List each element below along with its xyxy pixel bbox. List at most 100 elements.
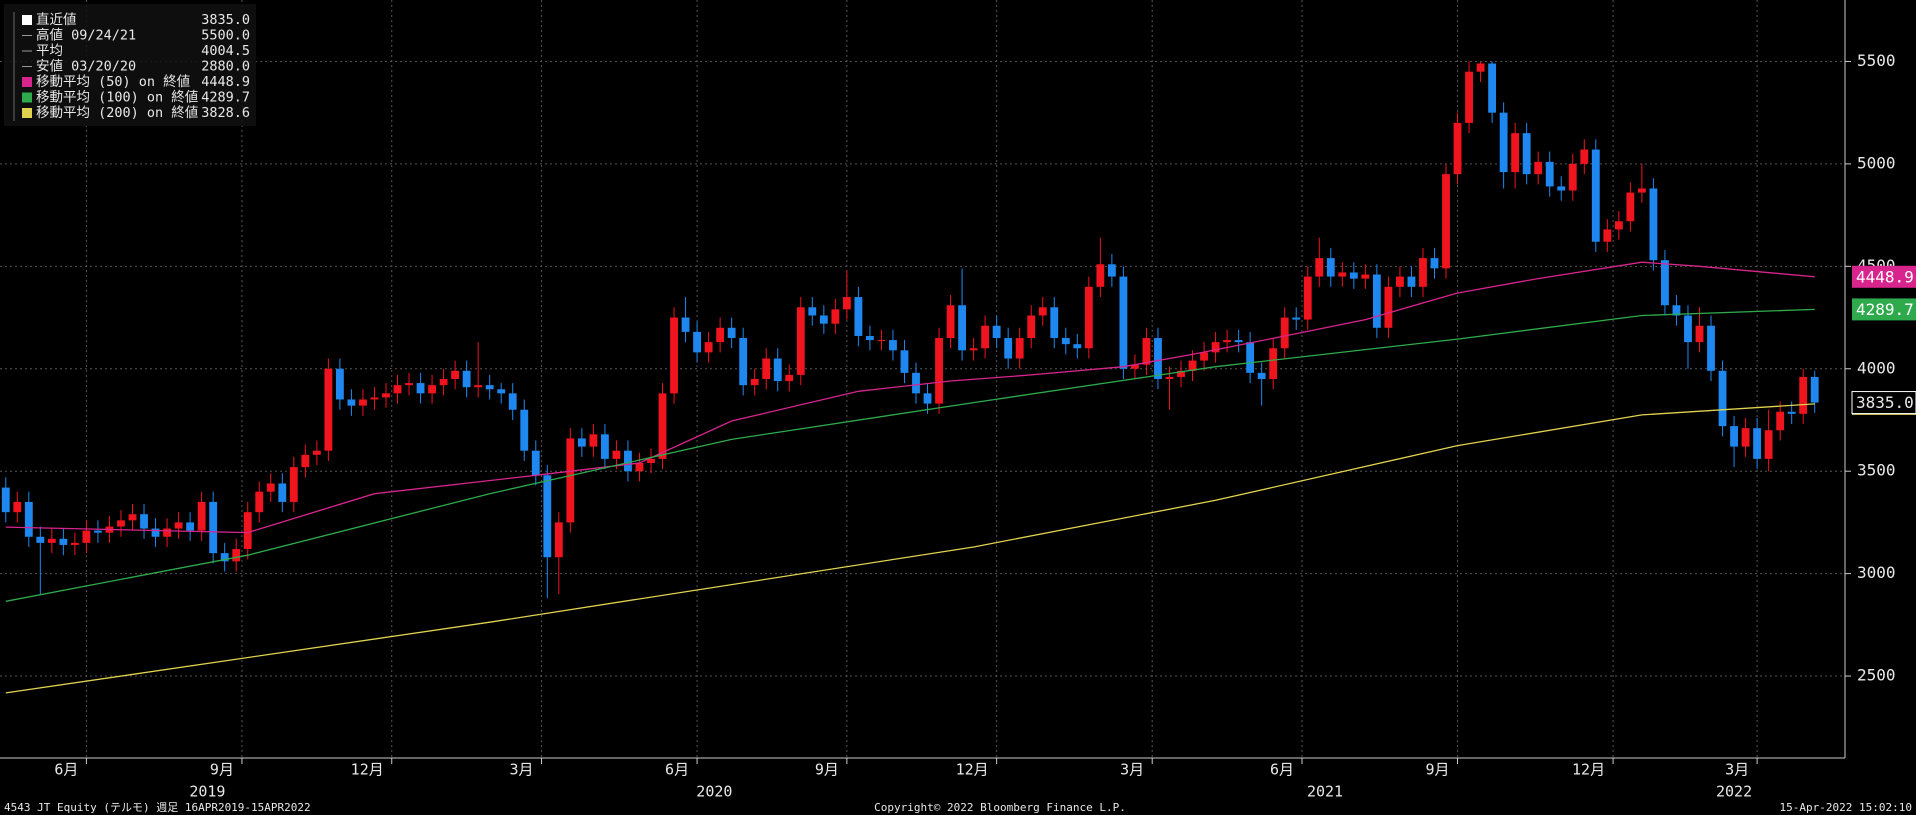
candle-body	[1073, 344, 1082, 349]
legend: 直近値 3835.0 高値 09/24/21 5500.0 平均 4004.5 安値 03/…	[13, 12, 250, 121]
y-tick-label: 5500	[1857, 51, 1896, 70]
x-tick-label: 12月	[351, 761, 384, 779]
legend-label: 移動平均 (100) on 終値	[36, 90, 198, 106]
x-tick-label: 3月	[1120, 761, 1144, 779]
candle-body	[1177, 370, 1185, 377]
candle-body	[1292, 317, 1301, 320]
candle-body	[1672, 305, 1681, 316]
candle-body	[612, 450, 621, 459]
candle-body	[1246, 342, 1255, 373]
candle-body	[1545, 161, 1554, 187]
candle-body	[1499, 112, 1508, 173]
candle-body	[1372, 274, 1381, 328]
price-badge-label: 3835.0	[1856, 393, 1914, 412]
candle-body	[842, 297, 851, 310]
candle-body	[854, 297, 863, 336]
candle-body	[1326, 258, 1335, 277]
candle-body	[1050, 307, 1059, 339]
candle-body	[209, 501, 218, 554]
candle-body	[1384, 286, 1393, 328]
legend-value: 3828.6	[201, 105, 250, 121]
candle-body	[451, 370, 460, 379]
candle-body	[981, 325, 990, 349]
candle-body	[1568, 163, 1577, 191]
candle-body	[1315, 258, 1324, 277]
candle-body	[220, 553, 229, 562]
price-badge	[1851, 391, 1916, 415]
candle-body	[1165, 376, 1174, 379]
candle-body	[1015, 338, 1024, 359]
candle-body	[1303, 276, 1312, 320]
candle-body	[1107, 264, 1116, 277]
candle-body	[382, 393, 390, 398]
candle-body	[1799, 376, 1808, 414]
x-tick-label: 6月	[665, 761, 689, 779]
candle-body	[1234, 340, 1243, 343]
candle-body	[393, 385, 402, 394]
candle-body	[693, 331, 701, 353]
candle-body	[497, 389, 506, 394]
candle-body	[1430, 258, 1439, 269]
candle-body	[347, 399, 356, 406]
legend-value: 4289.7	[201, 90, 250, 106]
candle-body	[1511, 133, 1520, 173]
x-tick-label: 9月	[815, 761, 839, 779]
candle-body	[773, 358, 782, 382]
year-label: 2019	[189, 783, 225, 801]
candle-body	[232, 549, 241, 562]
price-badge	[1852, 265, 1916, 288]
candle-body	[935, 338, 943, 404]
legend-label: 直近値	[36, 12, 77, 28]
price-badge-label: 4448.9	[1856, 267, 1914, 286]
candle-body	[969, 348, 978, 351]
candle-body	[1787, 411, 1796, 414]
candle-body	[992, 325, 1001, 339]
legend-label: 安値 03/20/20	[36, 59, 136, 75]
legend-label: 平均	[36, 43, 63, 59]
candle-body	[796, 307, 805, 375]
candle-body	[82, 530, 91, 543]
candle-body	[1142, 338, 1151, 365]
candle-body	[197, 501, 206, 531]
candle-body	[47, 538, 56, 543]
candle-body	[1465, 71, 1473, 123]
x-tick-label: 6月	[54, 761, 78, 779]
candle-body	[324, 368, 333, 451]
candle-body	[94, 530, 102, 533]
candle-body	[70, 542, 79, 545]
candle-body	[704, 342, 713, 353]
candle-body	[1741, 428, 1750, 447]
candle-body	[301, 454, 310, 468]
legend-box	[4, 4, 256, 126]
candle-body	[716, 327, 725, 343]
x-tick-label: 3月	[510, 761, 534, 779]
candle-body	[1764, 430, 1773, 459]
candle-body	[117, 520, 125, 527]
candle-body	[1684, 315, 1692, 343]
candle-body	[1269, 348, 1278, 379]
candle-body	[508, 393, 517, 410]
candle-body	[1349, 272, 1358, 279]
legend-swatch	[22, 77, 32, 87]
candle-body	[278, 483, 287, 502]
candle-body	[1580, 149, 1589, 164]
candle-body	[1084, 286, 1093, 349]
candle-body	[520, 409, 529, 451]
footer-right: 15-Apr-2022 15:02:10	[1780, 801, 1912, 814]
candle-body	[1257, 372, 1266, 379]
candle-body	[255, 491, 264, 513]
candle-body	[819, 315, 828, 324]
y-tick-label: 2500	[1857, 666, 1896, 685]
moving-average-line	[5, 308, 1815, 602]
candle-body	[13, 501, 22, 513]
candle-body	[647, 458, 655, 463]
candle-body	[1557, 186, 1566, 191]
candle-body	[1695, 325, 1704, 343]
price-badge-label: 4289.7	[1856, 300, 1914, 319]
candle-body	[1396, 276, 1404, 287]
candle-body	[566, 438, 575, 523]
candle-body	[163, 528, 171, 537]
year-label: 2020	[696, 783, 732, 801]
y-tick-label: 4000	[1857, 358, 1896, 377]
candle-body	[266, 483, 275, 492]
